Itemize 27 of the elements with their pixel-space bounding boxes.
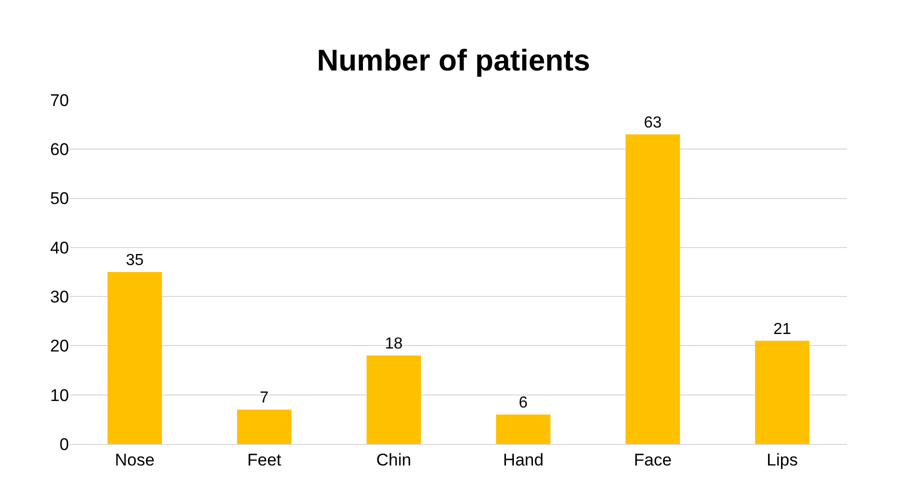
bar [496, 414, 550, 444]
x-tick-label: Lips [766, 450, 798, 470]
y-tick-label: 70 [50, 90, 69, 110]
data-label: 7 [260, 390, 269, 407]
y-tick-label: 50 [50, 189, 69, 208]
bar [755, 340, 810, 444]
y-tick-label: 10 [50, 386, 69, 405]
bar [626, 134, 680, 444]
bar [366, 356, 421, 444]
x-tick-label: Face [634, 450, 672, 470]
y-tick-label: 30 [50, 288, 69, 307]
bar [108, 272, 162, 444]
data-label: 18 [384, 336, 403, 353]
y-tick-label: 60 [50, 140, 69, 160]
x-tick-label: Hand [502, 450, 544, 470]
data-label: 6 [518, 394, 528, 412]
y-tick-label: 0 [60, 434, 69, 454]
y-tick-label: 20 [50, 336, 69, 356]
bar [237, 410, 292, 444]
x-tick-label: Nose [114, 450, 155, 470]
data-label: 63 [644, 114, 662, 132]
data-label: 21 [773, 320, 792, 338]
chart-title: Number of patients [316, 44, 590, 78]
x-tick-label: Feet [247, 450, 282, 470]
y-tick-label: 40 [50, 238, 69, 258]
x-tick-label: Chin [376, 450, 412, 470]
data-label: 35 [126, 252, 144, 269]
